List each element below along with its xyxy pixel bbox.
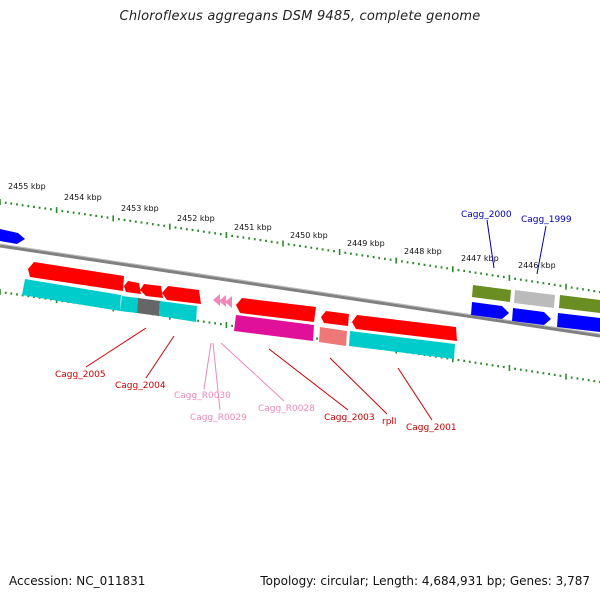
gene-row-cds: [22, 279, 455, 359]
callout-line-cagg-1999: [536, 225, 547, 275]
gene-cagg-2004-red-a[interactable]: [124, 281, 141, 294]
callout-line-cagg-2000: [486, 219, 495, 269]
gene-cagg-2004-red-b[interactable]: [140, 284, 163, 298]
gene-cagg-2000-blue[interactable]: [471, 302, 509, 319]
scale-labels: 2455 kbp 2454 kbp 2453 kbp 2452 kbp 2451…: [8, 182, 556, 270]
genome-backbone: [0, 244, 600, 338]
trna-arrow-3[interactable]: [225, 296, 232, 308]
scale-label: 2451 kbp: [234, 223, 272, 232]
callout-line-cagg-2003: [268, 348, 349, 411]
blue-gene-left[interactable]: [0, 229, 25, 244]
gene-row-red: [28, 262, 457, 341]
callout-line-cagg-r0028: [220, 342, 285, 402]
scale-label: 2448 kbp: [404, 247, 442, 256]
cds-cagg-2004-cyan-b[interactable]: [159, 301, 197, 322]
accession-text: Accession: NC_011831: [9, 574, 146, 588]
callout-line-cagg-2004: [145, 335, 175, 379]
gene-cagg-2001-red[interactable]: [352, 315, 457, 341]
callout-line-cagg-2005: [85, 327, 147, 368]
gene-cagg-1999-gray[interactable]: [514, 290, 555, 308]
trna-arrow-1[interactable]: [213, 294, 220, 306]
callout-lines: [85, 219, 547, 421]
callout-line-rpli: [329, 357, 388, 415]
gene-label-rpli[interactable]: rplI: [382, 417, 397, 427]
cds-cagg-2004-gray[interactable]: [137, 298, 160, 316]
gene-label-cagg-1999[interactable]: Cagg_1999: [521, 215, 572, 225]
scale-label: 2452 kbp: [177, 214, 215, 223]
gene-label-cagg-r0028[interactable]: Cagg_R0028: [258, 404, 315, 414]
gene-cagg-2000-olive[interactable]: [472, 285, 511, 302]
genome-info-text: Topology: circular; Length: 4,684,931 bp…: [260, 574, 590, 588]
gene-label-cagg-r0030[interactable]: Cagg_R0030: [174, 391, 231, 401]
gene-cagg-2005-red[interactable]: [28, 262, 124, 291]
cds-cagg-2004-cyan-a[interactable]: [120, 296, 138, 313]
gene-cagg-r0030-red[interactable]: [162, 286, 201, 304]
scale-label: 2453 kbp: [121, 204, 159, 213]
scale-label: 2450 kbp: [290, 231, 328, 240]
scale-label: 2446 kbp: [518, 261, 556, 270]
scale-label: 2454 kbp: [64, 193, 102, 202]
gene-label-cagg-2003[interactable]: Cagg_2003: [324, 413, 375, 423]
map-title: Chloroflexus aggregans DSM 9485, complet…: [119, 9, 481, 24]
cds-rpli-salmon[interactable]: [319, 327, 347, 346]
cds-cagg-2001-cyan[interactable]: [349, 331, 455, 359]
callout-line-cagg-r0029: [212, 342, 221, 411]
scale-label: 2447 kbp: [461, 254, 499, 263]
cds-cagg-2005-cyan[interactable]: [22, 279, 121, 311]
cds-cagg-2003-magenta[interactable]: [234, 315, 314, 341]
gene-label-cagg-r0029[interactable]: Cagg_R0029: [190, 413, 247, 423]
outer-tick-track: [0, 199, 600, 294]
gene-cagg-1999-blue[interactable]: [512, 308, 551, 325]
gene-label-cagg-2005[interactable]: Cagg_2005: [55, 370, 106, 380]
gene-row-right: [471, 285, 600, 332]
gene-right-blue[interactable]: [557, 313, 600, 332]
trna-arrow-2[interactable]: [219, 295, 226, 307]
gene-right-olive[interactable]: [559, 295, 600, 313]
genome-backbone-highlight: [0, 243, 600, 335]
gene-cagg-2003-red[interactable]: [236, 298, 316, 322]
gene-rpli-red[interactable]: [321, 311, 349, 326]
callout-line-cagg-2001: [397, 367, 433, 421]
scale-label: 2449 kbp: [347, 239, 385, 248]
gene-labels: Cagg_2005 Cagg_2004 Cagg_R0030 Cagg_R002…: [55, 210, 572, 433]
gene-label-cagg-2004[interactable]: Cagg_2004: [115, 381, 166, 391]
gene-label-cagg-2000[interactable]: Cagg_2000: [461, 210, 512, 220]
scale-label: 2455 kbp: [8, 182, 46, 191]
callout-line-cagg-r0030: [203, 342, 212, 390]
trna-arrows: [213, 294, 232, 308]
gene-label-cagg-2001[interactable]: Cagg_2001: [406, 423, 457, 433]
